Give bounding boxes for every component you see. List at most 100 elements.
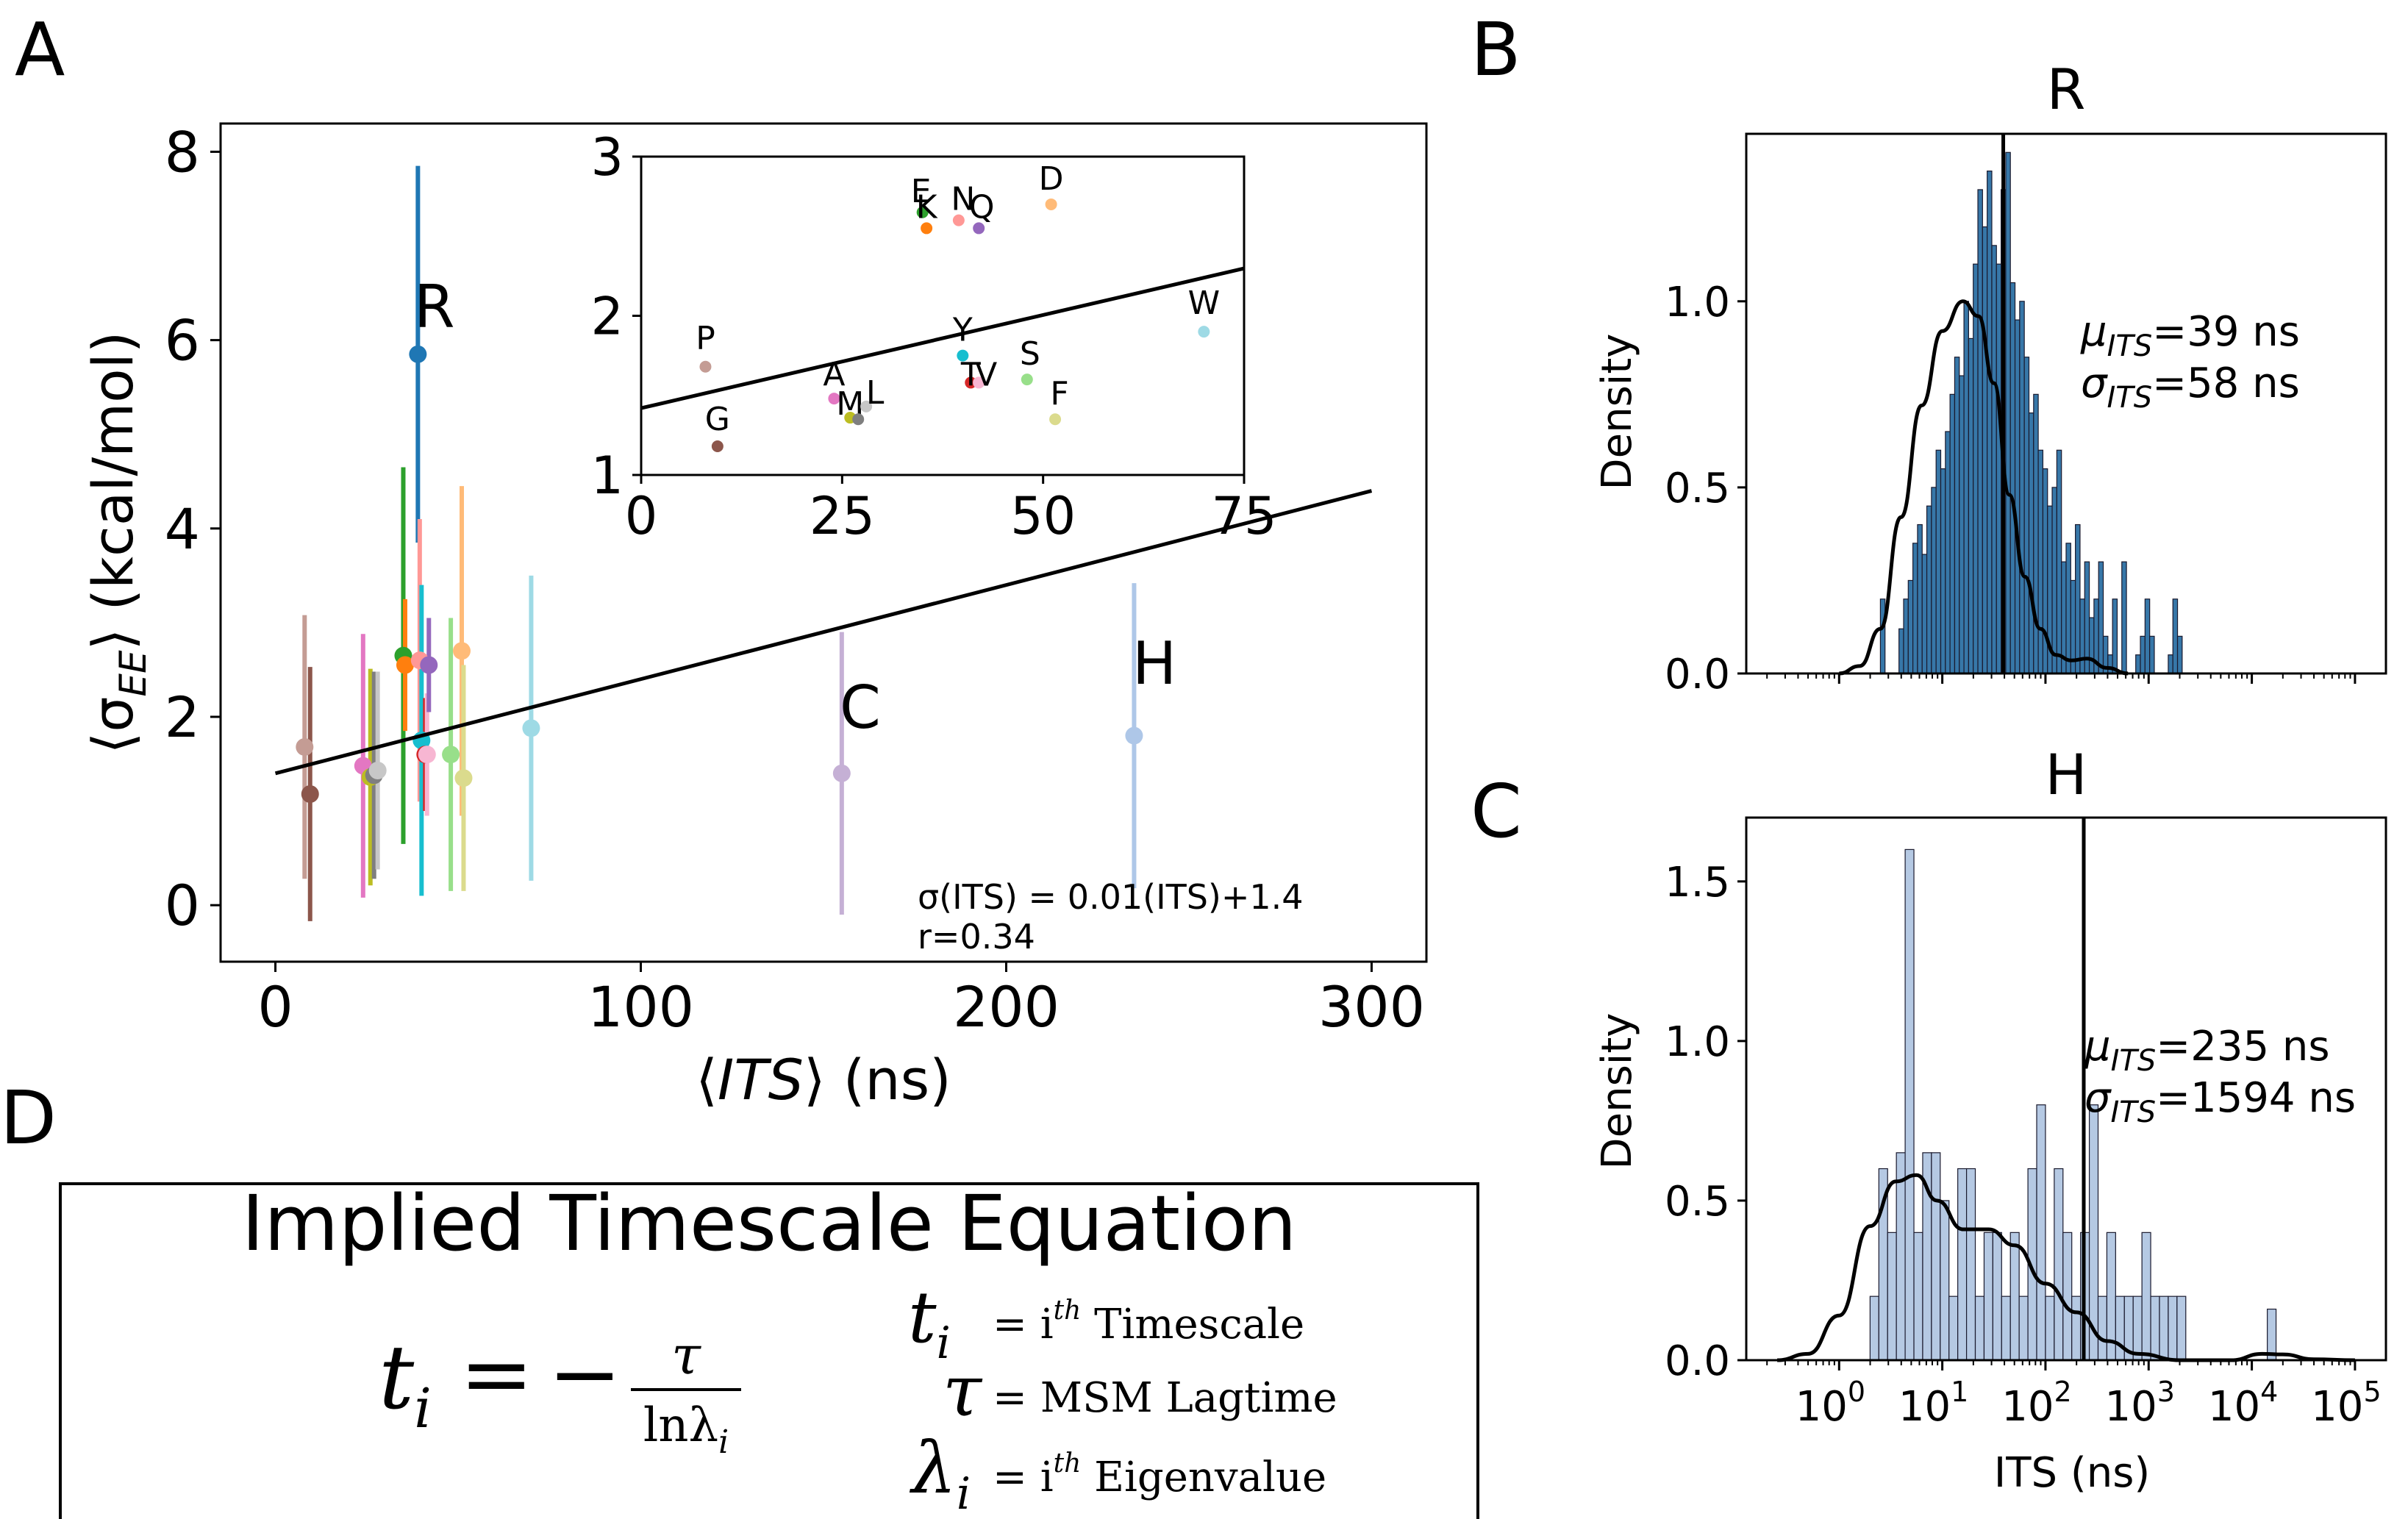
inset-point [828, 393, 840, 405]
panel-a-fit-line [274, 489, 1373, 776]
histogram-bar [2065, 543, 2071, 674]
panel-b-yticks: 0.0 0.5 1.0 [1665, 279, 1746, 698]
inset-point [860, 400, 873, 412]
histogram-bar [2019, 301, 2025, 674]
histogram-bar [2172, 598, 2179, 674]
histogram-xtick-label: 104 [2208, 1376, 2278, 1431]
histogram-bar [2009, 282, 2016, 674]
panel-a-ytick-label: 0 [165, 873, 200, 938]
histogram-ytick-label: 1.0 [1665, 279, 1730, 326]
panel-a-frame [219, 122, 1428, 963]
panel-b-frame [1745, 132, 2387, 675]
histogram-xtick-label: 100 [1796, 1376, 1865, 1431]
panel-c-kde [1777, 1173, 2355, 1362]
histogram-bar [2097, 1295, 2108, 1361]
panel-letter-d: D [0, 1075, 57, 1161]
inset-point-label: F [1050, 375, 1068, 412]
histogram-bar [2028, 412, 2034, 674]
histogram-bar [2176, 1295, 2187, 1361]
inset-point-label: K [916, 188, 938, 226]
histogram-bar [2005, 151, 2011, 674]
inset-point [973, 376, 985, 389]
histogram-bar [1940, 1200, 1950, 1361]
panel-a-point [368, 761, 387, 779]
histogram-bar [1913, 1232, 1923, 1361]
inset-point [957, 349, 969, 362]
panel-b-title: R [2047, 57, 2086, 122]
inset-point [952, 214, 965, 226]
histogram-xtick-label: 105 [2311, 1376, 2381, 1431]
equation-lhs: ti [379, 1327, 432, 1440]
inset-ytick-label: 2 [590, 287, 624, 347]
inset-yticks: 1 2 3 [590, 127, 641, 506]
inset-point [921, 222, 933, 235]
histogram-bar [2079, 598, 2085, 674]
panel-d-equation-box: Implied Timescale Equation ti = − τ lnλi… [59, 1179, 1479, 1519]
panel-a-annotation-r: r=0.34 [918, 917, 1035, 957]
histogram-bar [2107, 654, 2113, 674]
inset-xtick-label: 50 [1010, 486, 1076, 546]
inset-fit-line [640, 266, 1245, 410]
inset-xtick-label: 25 [810, 486, 875, 546]
histogram-bar [2149, 635, 2155, 674]
histogram-bar [1982, 226, 1988, 674]
panel-c-frame [1745, 816, 2387, 1362]
histogram-bar [2176, 635, 2183, 674]
histogram-bar [1917, 523, 1923, 674]
inset-point-label: P [696, 320, 715, 357]
histogram-bar [2075, 523, 2081, 674]
histogram-bar [1869, 1295, 1879, 1361]
svg-text:= ith Timescale: = ith Timescale [993, 1295, 1304, 1348]
inset-point-label: Q [969, 188, 995, 226]
histogram-bar [2037, 449, 2044, 674]
equation-title: Implied Timescale Equation [242, 1179, 1297, 1268]
panel-a-xtick-label: 0 [257, 974, 293, 1040]
histogram-bar [1931, 1152, 1941, 1361]
histogram-bar [1903, 598, 1909, 674]
panel-b-xticks [1766, 673, 2357, 684]
panel-letter-c: C [1471, 768, 1522, 854]
histogram-bar [1957, 1168, 1968, 1361]
panel-c-xticks: 100 101 102 103 104 105 [1766, 1360, 2382, 1431]
histogram-bar [2045, 1295, 2055, 1361]
histogram-bar [1945, 431, 1951, 674]
inset-point-label: E [911, 173, 932, 210]
svg-text:λi: λi [909, 1427, 971, 1519]
panel-a-point-label-h: H [1132, 629, 1176, 698]
svg-text:τ: τ [943, 1350, 983, 1432]
histogram-xtick-label: 103 [2105, 1376, 2175, 1431]
definition-lagtime: τ = MSM Lagtime [943, 1350, 1337, 1432]
inset-point-label: G [705, 401, 730, 438]
inset-xtick-label: 75 [1211, 486, 1276, 546]
panel-c-xlabel: ITS (ns) [1994, 1449, 2150, 1497]
histogram-bar [2036, 1104, 2046, 1361]
panel-c-title: H [2045, 742, 2087, 807]
histogram-bar [2132, 1295, 2143, 1361]
histogram-bar [2168, 654, 2173, 674]
histogram-bar [2056, 449, 2062, 674]
histogram-ytick-label: 1.0 [1665, 1018, 1730, 1066]
equation-minus: − [548, 1323, 622, 1426]
histogram-bar [2051, 487, 2057, 674]
histogram-xtick-label: 102 [2001, 1376, 2071, 1431]
panel-c-histogram: H 0.0 0.5 1.0 1.5 100 101 102 103 104 105 Densit… [1593, 742, 2387, 1497]
inset-point-label: D [1039, 160, 1064, 198]
svg-text:ti: ti [908, 1276, 951, 1369]
panel-b-kde [1839, 299, 2129, 676]
histogram-ytick-label: 1.5 [1665, 859, 1730, 907]
panel-b-histogram: R 0.0 0.5 1.0 Density μITS=39 ns σITS=58 n… [1593, 57, 2387, 698]
inset-point-label: S [1020, 335, 1040, 373]
inset-point-label: V [975, 356, 997, 393]
panel-a-ytick-label: 4 [165, 496, 200, 562]
histogram-bar [2054, 1168, 2064, 1361]
inset-point [711, 440, 724, 453]
histogram-bar [1912, 543, 1918, 674]
histogram-bar [1907, 579, 1914, 674]
histogram-bar [1954, 357, 1960, 674]
histogram-bar [2112, 598, 2118, 674]
histogram-bar [2168, 1295, 2178, 1361]
inset-point [699, 360, 712, 373]
panel-b-stat-sd: σITS=58 ns [2081, 360, 2300, 415]
